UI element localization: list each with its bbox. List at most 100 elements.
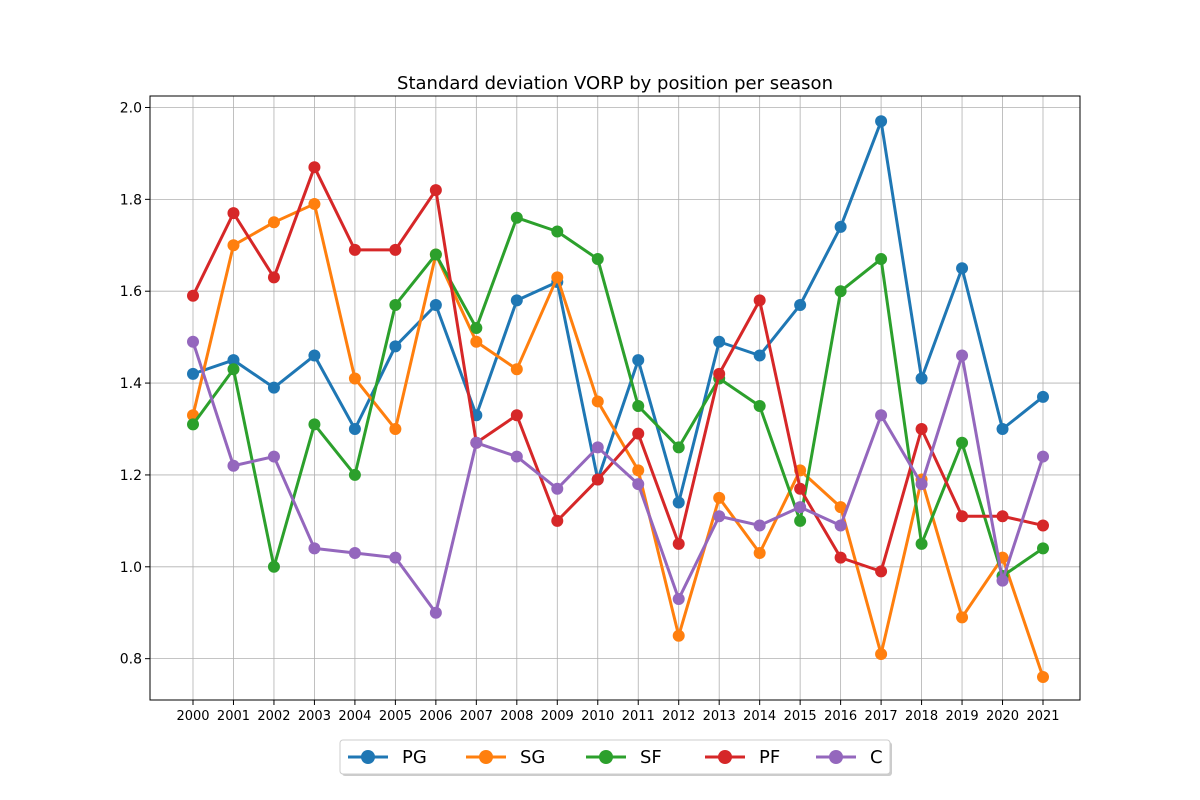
data-point-pg: [996, 423, 1009, 436]
data-point-pf: [834, 551, 847, 564]
data-point-pf: [591, 473, 604, 486]
x-tick-label: 2014: [743, 709, 776, 724]
data-point-c: [996, 574, 1009, 587]
data-point-sf: [551, 225, 564, 238]
data-point-sf: [834, 285, 847, 298]
data-point-pg: [875, 115, 888, 128]
x-tick-label: 2016: [824, 709, 857, 724]
data-point-pg: [510, 294, 523, 307]
x-tick-label: 2021: [1026, 709, 1059, 724]
data-point-pg: [1037, 390, 1049, 403]
legend-marker-pf: [718, 750, 732, 764]
data-point-pf: [672, 537, 685, 550]
series-pf: [187, 161, 1049, 578]
data-point-pg: [187, 367, 199, 380]
data-point-pg: [227, 354, 240, 367]
y-tick-label: 1.6: [120, 284, 142, 300]
y-tick-label: 1.8: [120, 192, 142, 208]
data-point-sg: [591, 395, 604, 408]
data-point-sf: [794, 514, 807, 527]
data-point-pf: [187, 289, 199, 302]
y-tick-label: 1.2: [120, 468, 142, 484]
x-tick-label: 2005: [379, 709, 412, 724]
legend-marker-c: [829, 750, 843, 764]
data-point-pf: [1037, 519, 1049, 532]
x-tick-label: 2017: [865, 709, 898, 724]
data-point-pf: [227, 207, 240, 220]
data-point-pf: [510, 409, 523, 422]
data-point-c: [753, 519, 766, 532]
x-tick-label: 2006: [419, 709, 452, 724]
legend-label-c: C: [870, 747, 883, 768]
data-point-c: [389, 551, 402, 564]
data-point-sg: [470, 335, 483, 348]
series-line-sf: [191, 216, 1044, 578]
data-point-pf: [956, 510, 969, 523]
data-point-c: [348, 547, 361, 560]
data-point-sf: [470, 321, 483, 334]
data-point-sg: [308, 197, 321, 210]
data-point-c: [551, 482, 564, 495]
legend-label-pg: PG: [402, 747, 427, 768]
x-tick-label: 2010: [581, 709, 614, 724]
chart-title: Standard deviation VORP by position per …: [397, 73, 833, 94]
data-point-pf: [996, 510, 1009, 523]
legend-marker-pg: [361, 750, 375, 764]
data-point-c: [1037, 450, 1049, 463]
legend-label-sg: SG: [520, 747, 545, 768]
series-line-pg: [192, 119, 1044, 504]
x-tick-label: 2009: [541, 709, 574, 724]
legend-marker-sf: [599, 750, 613, 764]
data-point-c: [227, 459, 240, 472]
data-point-c: [672, 592, 685, 605]
data-point-sg: [875, 648, 888, 661]
x-tick-label: 2011: [622, 709, 655, 724]
data-point-c: [470, 436, 483, 449]
data-point-pg: [956, 262, 969, 275]
data-point-sg: [348, 372, 361, 385]
data-point-pf: [875, 565, 888, 578]
plot-area-frame: [149, 95, 1081, 701]
data-point-pf: [794, 482, 807, 495]
data-point-pg: [794, 298, 807, 311]
data-point-sf: [591, 253, 604, 266]
x-tick-label: 2000: [176, 709, 209, 724]
x-tick-label: 2003: [298, 709, 331, 724]
data-point-c: [956, 349, 969, 362]
data-point-sg: [389, 423, 402, 436]
data-point-sf: [308, 418, 321, 431]
x-tick-label: 2020: [986, 709, 1019, 724]
y-tick-label: 1.0: [120, 560, 142, 576]
data-point-pf: [267, 271, 280, 284]
x-tick-label: 2002: [257, 709, 290, 724]
data-point-c: [510, 450, 523, 463]
data-point-c: [267, 450, 280, 463]
x-tick-label: 2001: [217, 709, 250, 724]
data-point-sg: [1037, 671, 1049, 684]
data-point-sf: [672, 441, 685, 454]
data-point-sf: [632, 400, 645, 413]
x-tick-label: 2018: [905, 709, 938, 724]
series-line-c: [191, 341, 1045, 615]
data-point-c: [875, 409, 888, 422]
data-point-pg: [267, 381, 280, 394]
data-point-c: [591, 441, 604, 454]
data-point-sg: [753, 547, 766, 560]
data-point-sg: [956, 611, 969, 624]
series-sg: [187, 197, 1049, 684]
data-point-pf: [713, 367, 726, 380]
data-point-c: [915, 478, 928, 491]
data-point-sf: [1037, 542, 1049, 555]
x-tick-label: 2008: [500, 709, 533, 724]
data-point-pg: [308, 349, 321, 362]
data-point-sg: [713, 491, 726, 504]
data-point-pf: [753, 294, 766, 307]
data-point-pf: [632, 427, 645, 440]
data-point-pf: [551, 514, 564, 527]
data-point-c: [794, 501, 807, 514]
data-point-sf: [753, 400, 766, 413]
axes: 2000 2001 2002 2003 2004 2005 2006 2007 2008 2009…: [120, 100, 1060, 724]
series-c: [187, 335, 1049, 619]
data-point-pg: [753, 349, 766, 362]
